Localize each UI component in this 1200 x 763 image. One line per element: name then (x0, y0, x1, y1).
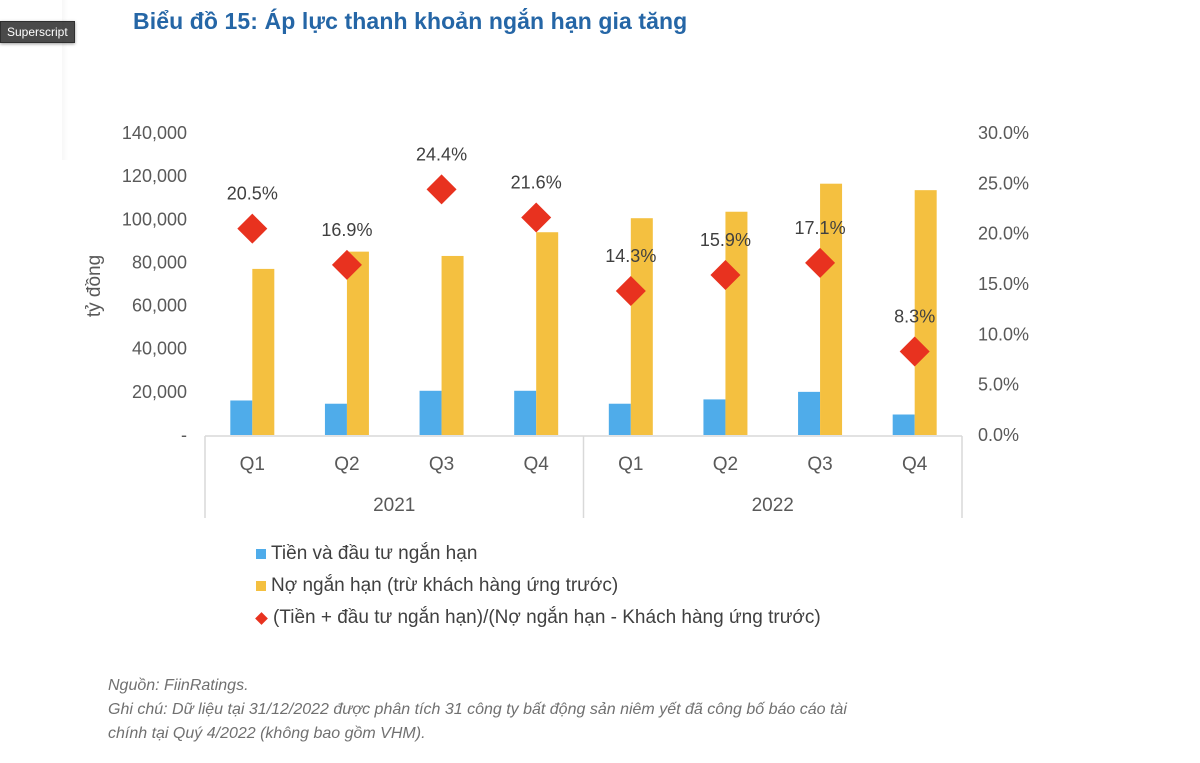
x-tick-label: Q2 (334, 454, 359, 475)
chart-title: Biểu đồ 15: Áp lực thanh khoản ngắn hạn … (133, 8, 688, 34)
ratio-marker (710, 259, 741, 290)
x-tick-label: Q3 (807, 454, 832, 475)
ratio-marker (899, 336, 930, 367)
x-tick-label: Q3 (429, 454, 454, 475)
legend-item-ratio: (Tiền + đầu tư ngắn hạn)/(Nợ ngắn hạn - … (255, 602, 821, 634)
legend-square-blue-icon (256, 549, 266, 559)
y-right-tick-label: 5.0% (978, 375, 1019, 395)
bar-cash (514, 390, 537, 435)
y-tick-label: 20,000 (132, 382, 187, 402)
remark-line-2: chính tại Quý 4/2022 (không bao gồm VHM)… (108, 725, 426, 742)
y-axis-label: tỷ đồng (84, 255, 105, 317)
ratio-marker (426, 174, 457, 205)
group-label: 2021 (373, 495, 415, 516)
bar-debt (346, 251, 369, 435)
bar-debt (441, 255, 464, 435)
bar-debt (914, 190, 937, 435)
y-right-tick-label: 20.0% (978, 224, 1029, 244)
x-axis: Q1 Q2 Q3 Q4 Q1 Q2 Q3 Q4 2021 2022 (204, 435, 963, 518)
right-axis: 0.0% 5.0% 10.0% 15.0% 20.0% 25.0% 30.0% (978, 123, 1029, 445)
legend-item-cash: Tiền và đầu tư ngắn hạn (256, 538, 821, 570)
y-right-tick-label: 30.0% (978, 123, 1029, 143)
bar-cash (324, 403, 347, 435)
bar-debt (252, 268, 275, 435)
data-label: 21.6% (511, 173, 562, 193)
legend-label-debt: Nợ ngắn hạn (trừ khách hàng ứng trước) (271, 575, 619, 596)
y-tick-label: 120,000 (122, 166, 187, 186)
y-tick-label: 40,000 (132, 339, 187, 359)
y-right-tick-label: 10.0% (978, 324, 1029, 344)
ratio-marker (237, 213, 268, 244)
bar-cash (798, 391, 821, 435)
legend-diamond-red-icon (255, 611, 268, 625)
ratio-marker (615, 276, 646, 307)
data-label: 16.9% (321, 220, 372, 240)
legend: Tiền và đầu tư ngắn hạn Nợ ngắn hạn (trừ… (255, 538, 821, 634)
group-label: 2022 (752, 495, 794, 516)
bar-debt (630, 218, 653, 435)
x-tick-label: Q4 (524, 454, 550, 475)
bar-cash (608, 403, 631, 435)
legend-label-cash: Tiền và đầu tư ngắn hạn (271, 543, 478, 564)
ratio-marker (521, 202, 552, 233)
legend-square-yellow-icon (256, 581, 266, 591)
bar-cash (703, 399, 726, 435)
y-tick-label: 140,000 (122, 123, 187, 143)
bar-cash (419, 390, 442, 435)
data-label: 17.1% (795, 218, 846, 238)
ratio-marker (331, 249, 362, 280)
data-label: 8.3% (894, 306, 935, 326)
y-right-tick-label: 0.0% (978, 425, 1019, 445)
bar-debt (820, 183, 843, 435)
data-label: 14.3% (605, 246, 656, 266)
ratio-marker (805, 247, 836, 278)
y-tick-label: 80,000 (132, 252, 187, 272)
bar-cash (230, 400, 253, 435)
y-right-tick-label: 25.0% (978, 173, 1029, 193)
left-axis: - 20,000 40,000 60,000 80,000 100,000 120,000 1… (122, 123, 187, 445)
legend-item-debt: Nợ ngắn hạn (trừ khách hàng ứng trước) (256, 570, 821, 602)
y-tick-label: - (181, 425, 187, 445)
x-tick-label: Q1 (618, 454, 643, 475)
remark-line-1: Ghi chú: Dữ liệu tại 31/12/2022 được phâ… (108, 701, 847, 718)
data-label: 24.4% (416, 144, 467, 164)
legend-label-ratio: (Tiền + đầu tư ngắn hạn)/(Nợ ngắn hạn - … (273, 607, 821, 628)
bar-cash (892, 414, 915, 435)
x-tick-label: Q1 (240, 454, 265, 475)
notes: Nguồn: FiinRatings. Ghi chú: Dữ liệu tại… (108, 674, 847, 746)
bars-layer (230, 183, 937, 435)
x-tick-label: Q4 (902, 454, 928, 475)
source-note: Nguồn: FiinRatings. (108, 677, 249, 694)
edge-shadow (62, 0, 68, 160)
data-label: 15.9% (700, 230, 751, 250)
data-label: 20.5% (227, 184, 278, 204)
y-tick-label: 100,000 (122, 209, 187, 229)
markers-layer: 20.5% 16.9% 24.4% 21.6% 14.3% 15.9% 17.1% 8.3% (227, 144, 935, 367)
bar-debt (536, 232, 559, 435)
y-right-tick-label: 15.0% (978, 274, 1029, 294)
y-tick-label: 60,000 (132, 296, 187, 316)
superscript-tooltip: Superscript (0, 21, 75, 43)
x-tick-label: Q2 (713, 454, 738, 475)
